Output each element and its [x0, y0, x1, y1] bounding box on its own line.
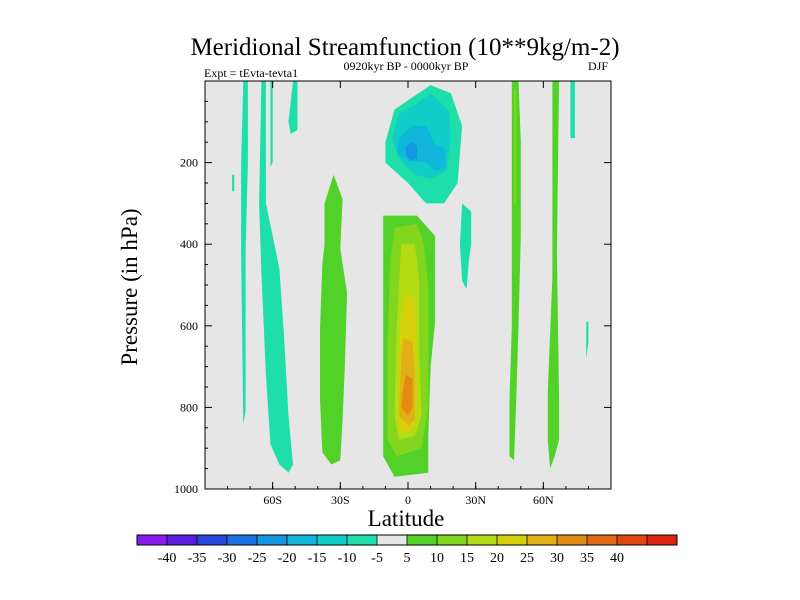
colorbar-label: -25 — [248, 551, 267, 566]
colorbar-swatch — [137, 535, 168, 545]
colorbar-swatch — [467, 535, 498, 545]
colorbar-swatch — [497, 535, 528, 545]
colorbar-swatch — [257, 535, 288, 545]
colorbar: -40 -35 -30 -25 -20 -15 -10 -5 5 10 15 20 25 30 35 40 — [136, 534, 678, 566]
colorbar-label: 35 — [580, 551, 594, 566]
contour-region — [405, 142, 417, 161]
contour-region — [570, 81, 575, 139]
colorbar-label: 25 — [520, 551, 534, 566]
contour-region — [288, 81, 298, 134]
colorbar-swatch — [617, 535, 648, 545]
colorbar-swatch — [347, 535, 378, 545]
colorbar-swatch — [377, 535, 408, 545]
colorbar-swatch — [407, 535, 438, 545]
colorbar-swatch — [317, 535, 348, 545]
chart-period-label: 0920kyr BP - 0000kyr BP — [344, 59, 469, 73]
colorbar-swatch — [527, 535, 558, 545]
colorbar-label: -10 — [338, 551, 357, 566]
colorbar-swatch — [647, 535, 678, 545]
x-axis-label: Latitude — [368, 506, 445, 531]
contour-region — [241, 81, 248, 424]
x-tick-label: 30S — [331, 493, 350, 507]
colorbar-swatch — [557, 535, 588, 545]
contour-region — [259, 81, 293, 473]
chart-experiment-label: Expt = tEvta-tevta1 — [204, 66, 298, 80]
contour-region — [514, 89, 517, 204]
colorbar-label: -20 — [278, 551, 297, 566]
colorbar-swatch — [437, 535, 468, 545]
y-tick-label: 400 — [180, 237, 198, 251]
colorbar-label: 40 — [610, 551, 624, 566]
colorbar-swatch — [587, 535, 618, 545]
y-axis: 200 400 600 800 1000 — [174, 100, 611, 496]
y-axis-label: Pressure (in hPa) — [117, 208, 142, 365]
colorbar-label: 10 — [430, 551, 444, 566]
x-tick-label: 60S — [263, 493, 282, 507]
contour-region — [320, 174, 348, 465]
contour-region — [270, 81, 273, 167]
chart-title: Meridional Streamfunction (10**9kg/m-2) — [190, 34, 619, 61]
chart-season-label: DJF — [588, 59, 608, 73]
contour-region — [232, 174, 235, 192]
contour-region — [401, 374, 413, 416]
contour-region — [459, 203, 472, 290]
colorbar-label: 15 — [460, 551, 474, 566]
colorbar-swatch — [227, 535, 258, 545]
x-tick-label: 0 — [405, 493, 411, 507]
x-tick-label: 30N — [465, 493, 486, 507]
y-tick-label: 800 — [180, 400, 198, 414]
colorbar-swatch — [197, 535, 228, 545]
colorbar-label: -15 — [308, 551, 327, 566]
contour-fill-layer — [232, 81, 589, 477]
x-axis: 60S 30S 0 30N 60N — [227, 81, 589, 507]
contour-region — [396, 125, 447, 171]
colorbar-label: -30 — [218, 551, 237, 566]
contour-region — [547, 81, 560, 469]
colorbar-swatch — [167, 535, 198, 545]
colorbar-label: 20 — [490, 551, 504, 566]
colorbar-swatch — [287, 535, 318, 545]
colorbar-label: 5 — [404, 551, 411, 566]
contour-region — [509, 81, 521, 461]
y-tick-label: 200 — [180, 156, 198, 170]
colorbar-label: -40 — [158, 551, 177, 566]
x-tick-label: 60N — [533, 493, 554, 507]
colorbar-label: 30 — [550, 551, 564, 566]
colorbar-label: -5 — [371, 551, 383, 566]
colorbar-label: -35 — [188, 551, 207, 566]
contour-region — [586, 321, 589, 359]
y-tick-label: 600 — [180, 319, 198, 333]
y-tick-label: 1000 — [174, 482, 198, 496]
